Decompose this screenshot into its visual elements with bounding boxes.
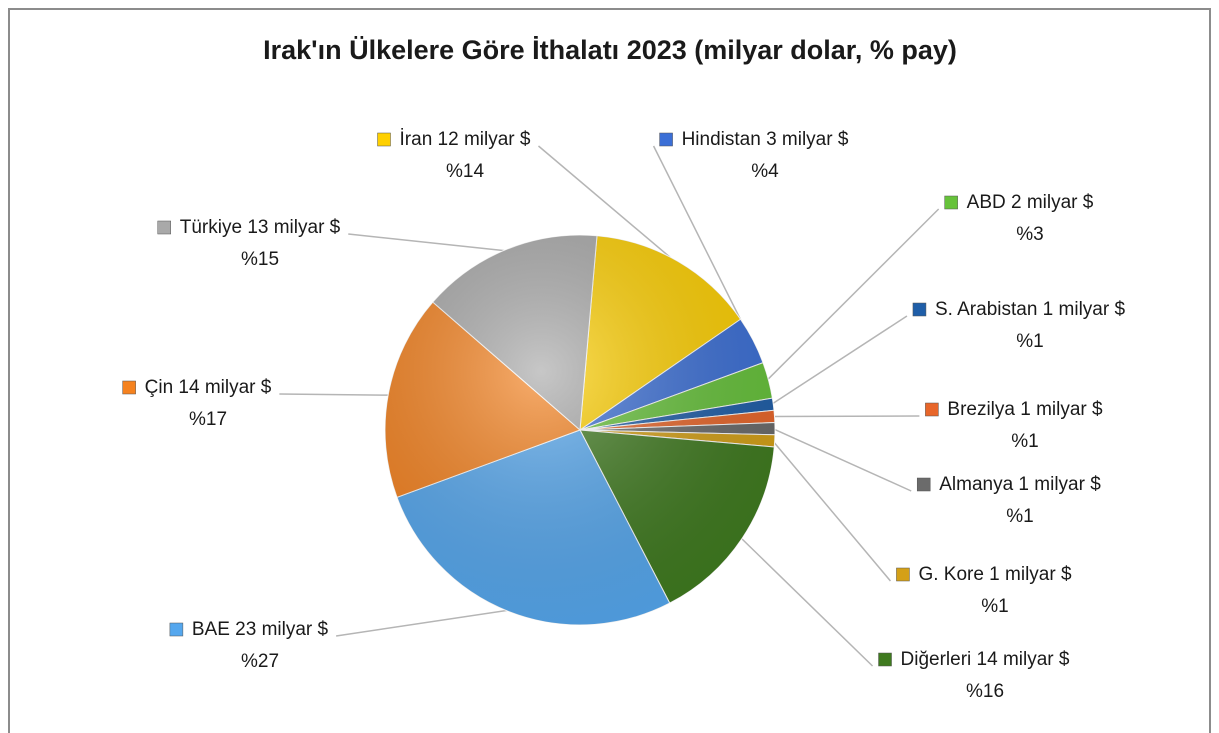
slice-label: Çin 14 milyar $ (145, 377, 272, 398)
slice-label: ABD 2 milyar $ (967, 192, 1094, 213)
leader-line (336, 609, 511, 637)
leader-line (770, 315, 908, 406)
leader-line (279, 393, 391, 396)
slice-value-label: %1 (1006, 506, 1033, 527)
slice-label: Hindistan 3 milyar $ (682, 129, 849, 150)
slice-value-label: %3 (1016, 224, 1043, 245)
slice-value-label: %17 (189, 409, 227, 430)
leader-line (772, 415, 920, 418)
chart-title: Irak'ın Ülkelere Göre İthalatı 2023 (mil… (263, 35, 957, 65)
slice-label: BAE 23 milyar $ (192, 619, 329, 640)
slice-value-label: %1 (1016, 331, 1043, 352)
slice-value-label: %1 (981, 596, 1008, 617)
slice-value-label: %15 (241, 249, 279, 270)
legend-key (896, 567, 910, 582)
leader-line (766, 208, 940, 382)
legend-key (157, 220, 171, 235)
legend-key (925, 402, 939, 417)
slice-label: Türkiye 13 milyar $ (180, 217, 341, 238)
slice-value-label: %1 (1011, 431, 1038, 452)
slice-label: Almanya 1 milyar $ (939, 474, 1101, 495)
slice-label: G. Kore 1 milyar $ (918, 564, 1072, 585)
slice-value-label: %4 (751, 161, 779, 182)
legend-key (878, 652, 892, 667)
legend-key (916, 477, 931, 492)
slice-label: S. Arabistan 1 milyar $ (935, 299, 1126, 320)
chart-frame (8, 8, 1211, 733)
legend-key (377, 132, 391, 147)
leader-line (772, 427, 912, 492)
legend-key (169, 622, 184, 637)
leader-line (739, 536, 874, 667)
legend-key (659, 132, 673, 147)
leader-line (348, 233, 508, 252)
legend-key (912, 302, 927, 317)
slice-value-label: %14 (446, 161, 484, 182)
slice-value-label: %27 (241, 651, 279, 672)
slice-label: Diğerleri 14 milyar $ (901, 649, 1070, 670)
leader-line (772, 440, 892, 582)
slice-label: İran 12 milyar $ (400, 129, 531, 150)
slice-value-label: %16 (966, 681, 1004, 702)
slice-label: Brezilya 1 milyar $ (947, 399, 1103, 420)
legend-key (944, 195, 958, 210)
legend-key (122, 380, 136, 395)
